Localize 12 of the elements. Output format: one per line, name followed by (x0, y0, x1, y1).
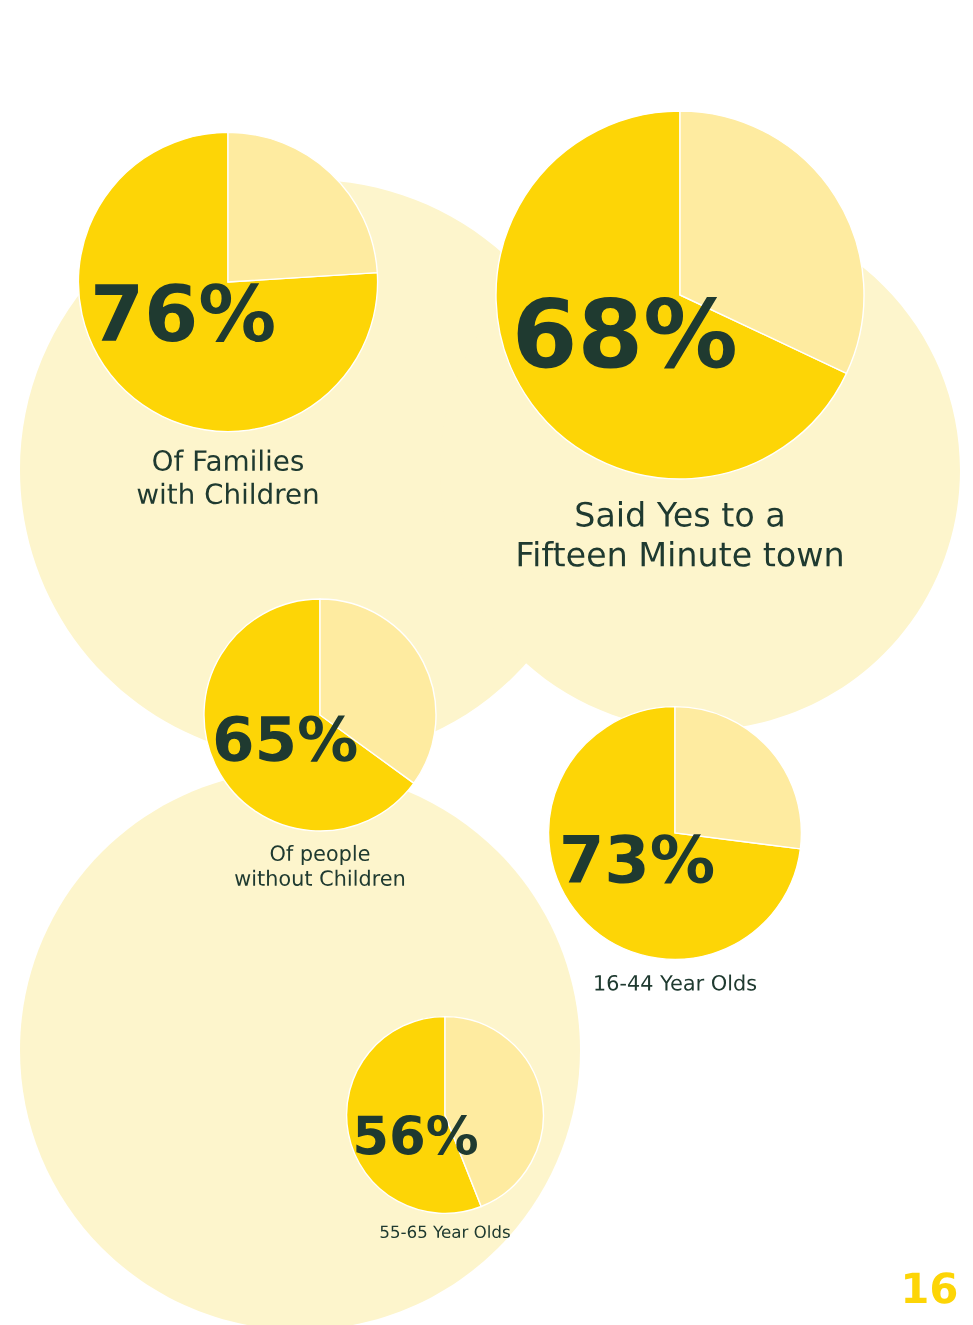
data-label: 76% (95, 283, 274, 342)
text: 16 (905, 1272, 957, 1304)
data-label: 73% (563, 834, 714, 884)
text: 16-44 Year Olds (595, 974, 757, 991)
data-label: 68% (517, 296, 735, 369)
text: Of people without Children (235, 844, 405, 886)
text: Said Yes to a Fifteen Minute town (518, 501, 842, 567)
text: Of Families with Children (137, 449, 318, 505)
pie-slice (547, 705, 802, 961)
data-label: 65% (215, 715, 357, 762)
text: 55-65 Year Olds (380, 1225, 510, 1239)
pie-slice (77, 131, 379, 433)
